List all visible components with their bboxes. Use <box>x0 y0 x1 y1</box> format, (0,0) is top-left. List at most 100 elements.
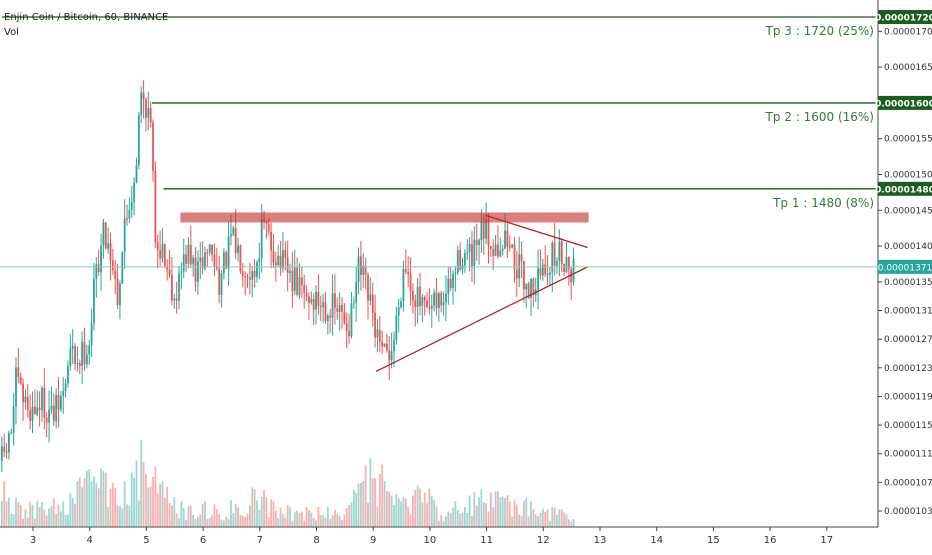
candle-body <box>440 293 443 306</box>
candle-body <box>270 231 273 251</box>
candle-body <box>515 269 518 279</box>
candle-body <box>305 293 308 297</box>
volume-bar <box>329 518 332 527</box>
candle-body <box>67 366 69 384</box>
volume-bar <box>556 514 558 527</box>
volume-bar <box>421 502 424 527</box>
volume-bar <box>482 501 485 527</box>
candle-body <box>194 257 197 282</box>
candle-body <box>423 296 426 301</box>
volume-bar <box>253 489 256 527</box>
candle-body <box>114 270 117 279</box>
volume-bar <box>171 505 173 527</box>
candle-body <box>378 329 381 342</box>
volume-bar <box>218 514 221 527</box>
volume-bar <box>265 497 268 527</box>
candle-body <box>572 258 575 283</box>
candle-body <box>369 294 372 301</box>
volume-bar <box>59 511 62 527</box>
x-tick-label: 9 <box>370 535 376 546</box>
candle-body <box>111 260 114 271</box>
candle-body <box>282 250 284 269</box>
volume-bar <box>341 520 343 527</box>
candle-body <box>463 252 466 266</box>
candle-body <box>225 252 228 269</box>
volume-bar <box>513 500 516 527</box>
candle-body <box>329 315 332 318</box>
candle-body <box>10 432 13 434</box>
candle-body <box>331 293 334 318</box>
candle-body <box>482 221 485 239</box>
volume-bar <box>71 497 74 527</box>
volume-bar <box>248 505 251 527</box>
volume-bar <box>147 487 150 527</box>
candle-body <box>447 278 450 294</box>
volume-bar <box>480 489 483 527</box>
candle-body <box>43 387 46 418</box>
candle-body <box>253 271 256 278</box>
volume-bar <box>549 520 551 527</box>
candle-body <box>355 281 358 303</box>
candle-body <box>475 239 478 246</box>
candle-body <box>553 242 556 266</box>
candle-body <box>497 244 499 257</box>
candle-body <box>558 241 561 261</box>
volume-bar <box>378 474 381 527</box>
candle-body <box>95 264 98 279</box>
candle-body <box>17 367 20 377</box>
candle-body <box>473 239 476 266</box>
candle-body <box>371 294 374 313</box>
candle-body <box>518 254 521 279</box>
volume-bar <box>194 518 197 527</box>
candle-body <box>539 268 542 276</box>
y-tick-label: 0.00001700 <box>884 27 932 37</box>
volume-bar <box>296 510 299 527</box>
candle-body <box>130 201 133 211</box>
candle-body <box>8 433 10 453</box>
volume-bar <box>10 513 13 527</box>
x-tick-label: 10 <box>424 535 437 546</box>
volume-bar <box>95 483 98 527</box>
triangle-lower-trendline <box>375 266 588 372</box>
volume-bar <box>345 508 348 527</box>
candle-body <box>274 262 277 266</box>
candle-body <box>374 312 376 338</box>
volume-bar <box>553 507 556 527</box>
volume-bar <box>256 500 258 527</box>
volume-bar <box>546 509 549 527</box>
candle-body <box>178 273 180 301</box>
volume-bar <box>369 458 372 527</box>
candle-body <box>442 302 445 306</box>
volume-bar <box>52 498 55 527</box>
volume-bar <box>173 497 176 527</box>
volume-bar <box>93 476 95 527</box>
candle-body <box>383 343 386 347</box>
candle-body <box>532 278 535 296</box>
volume-bar <box>50 506 53 527</box>
volume-bar <box>511 516 514 527</box>
volume-bar <box>326 507 329 527</box>
volume-bar <box>300 511 303 527</box>
volume-bar <box>567 519 570 527</box>
volume-bar <box>572 519 575 527</box>
x-tick-label: 14 <box>650 535 663 546</box>
volume-bar <box>3 481 6 527</box>
candle-body <box>537 268 540 290</box>
volume-bar <box>355 492 358 527</box>
candle-body <box>397 307 400 316</box>
volume-bar <box>100 468 102 527</box>
volume-bar <box>357 483 360 527</box>
volume-bar <box>126 504 128 527</box>
candle-body <box>149 107 152 123</box>
volume-bar <box>5 501 8 527</box>
candle-body <box>50 405 53 410</box>
candle-body <box>511 244 514 248</box>
volume-bar <box>175 513 178 527</box>
candle-body <box>449 278 452 288</box>
candle-body <box>199 257 202 262</box>
volume-bar <box>343 515 346 527</box>
